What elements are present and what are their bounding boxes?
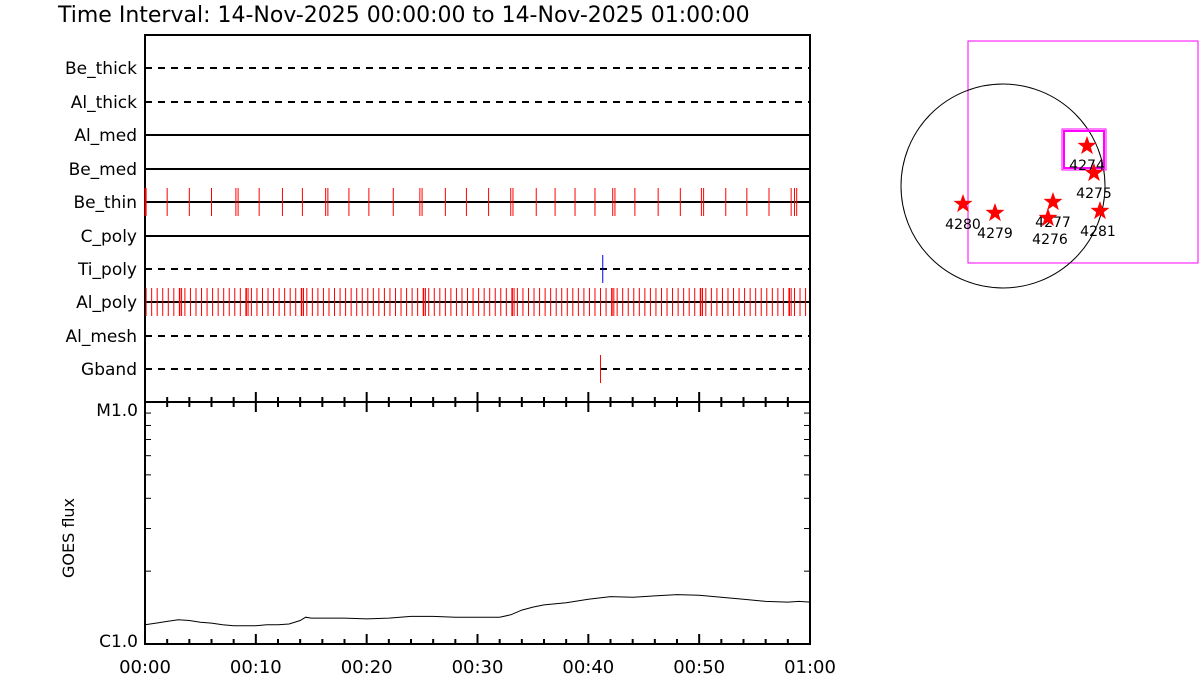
active-region-label: 4275 [1076, 186, 1112, 202]
active-region-star [953, 194, 973, 213]
goes-axis-ticks: 00:00 00:10 00:20 00:30 00:40 00:50 01:00 M1.0 C… [96, 392, 836, 678]
time-tick-label: 00:00 [119, 657, 171, 678]
active-region-label: 4281 [1080, 224, 1116, 240]
goes-frame [144, 401, 811, 645]
timeline-frame [144, 34, 811, 403]
channel-label: Be_med [69, 160, 137, 180]
field-of-view-box [967, 40, 1199, 264]
goes-flux-series [144, 594, 811, 627]
time-tick-label: 00:10 [230, 657, 282, 678]
flux-tick-label: M1.0 [96, 401, 138, 421]
channel-timeline-panel: Be_thick Al_thick Al_med Be_med Be_thin C_pol… [65, 34, 811, 403]
channel-label: Be_thick [65, 59, 137, 79]
active-region-label: 4279 [977, 226, 1013, 242]
active-region-star [1038, 208, 1058, 227]
target-box-outer [1061, 128, 1107, 171]
active-region-star [1043, 192, 1063, 211]
channel-label: Gband [81, 360, 137, 380]
channel-label: Al_mesh [65, 327, 137, 347]
channel-rows: Be_thick Al_thick Al_med Be_med Be_thin C_pol… [65, 59, 810, 380]
channel-hit-marks [144, 188, 807, 383]
channel-label: Al_thick [71, 93, 137, 113]
target-box-inner [1063, 130, 1105, 169]
active-region-star [985, 203, 1005, 222]
channel-label: Ti_poly [77, 260, 137, 280]
active-region-label: 4276 [1032, 232, 1068, 248]
active-region-label: 4280 [945, 217, 981, 233]
goes-y-axis-label: GOES flux [59, 498, 78, 578]
time-interval-title: Time Interval: 14-Nov-2025 00:00:00 to 1… [57, 3, 750, 28]
flux-tick-label: C1.0 [99, 632, 138, 652]
time-tick-label: 00:50 [673, 657, 725, 678]
time-tick-label: 00:40 [562, 657, 614, 678]
time-tick-label: 01:00 [784, 657, 836, 678]
solar-limb [900, 83, 1106, 289]
channel-label: C_poly [81, 227, 137, 247]
goes-flux-panel: 00:00 00:10 00:20 00:30 00:40 00:50 01:00 M1.0 C… [59, 392, 836, 678]
channel-label: Al_poly [76, 293, 137, 313]
channel-label: Be_thin [73, 193, 137, 213]
active-region-star [1077, 136, 1097, 155]
active-region-star [1084, 163, 1104, 182]
time-tick-label: 00:20 [341, 657, 393, 678]
active-region-star [1090, 201, 1110, 220]
time-tick-label: 00:30 [452, 657, 504, 678]
channel-label: Al_med [74, 126, 137, 146]
